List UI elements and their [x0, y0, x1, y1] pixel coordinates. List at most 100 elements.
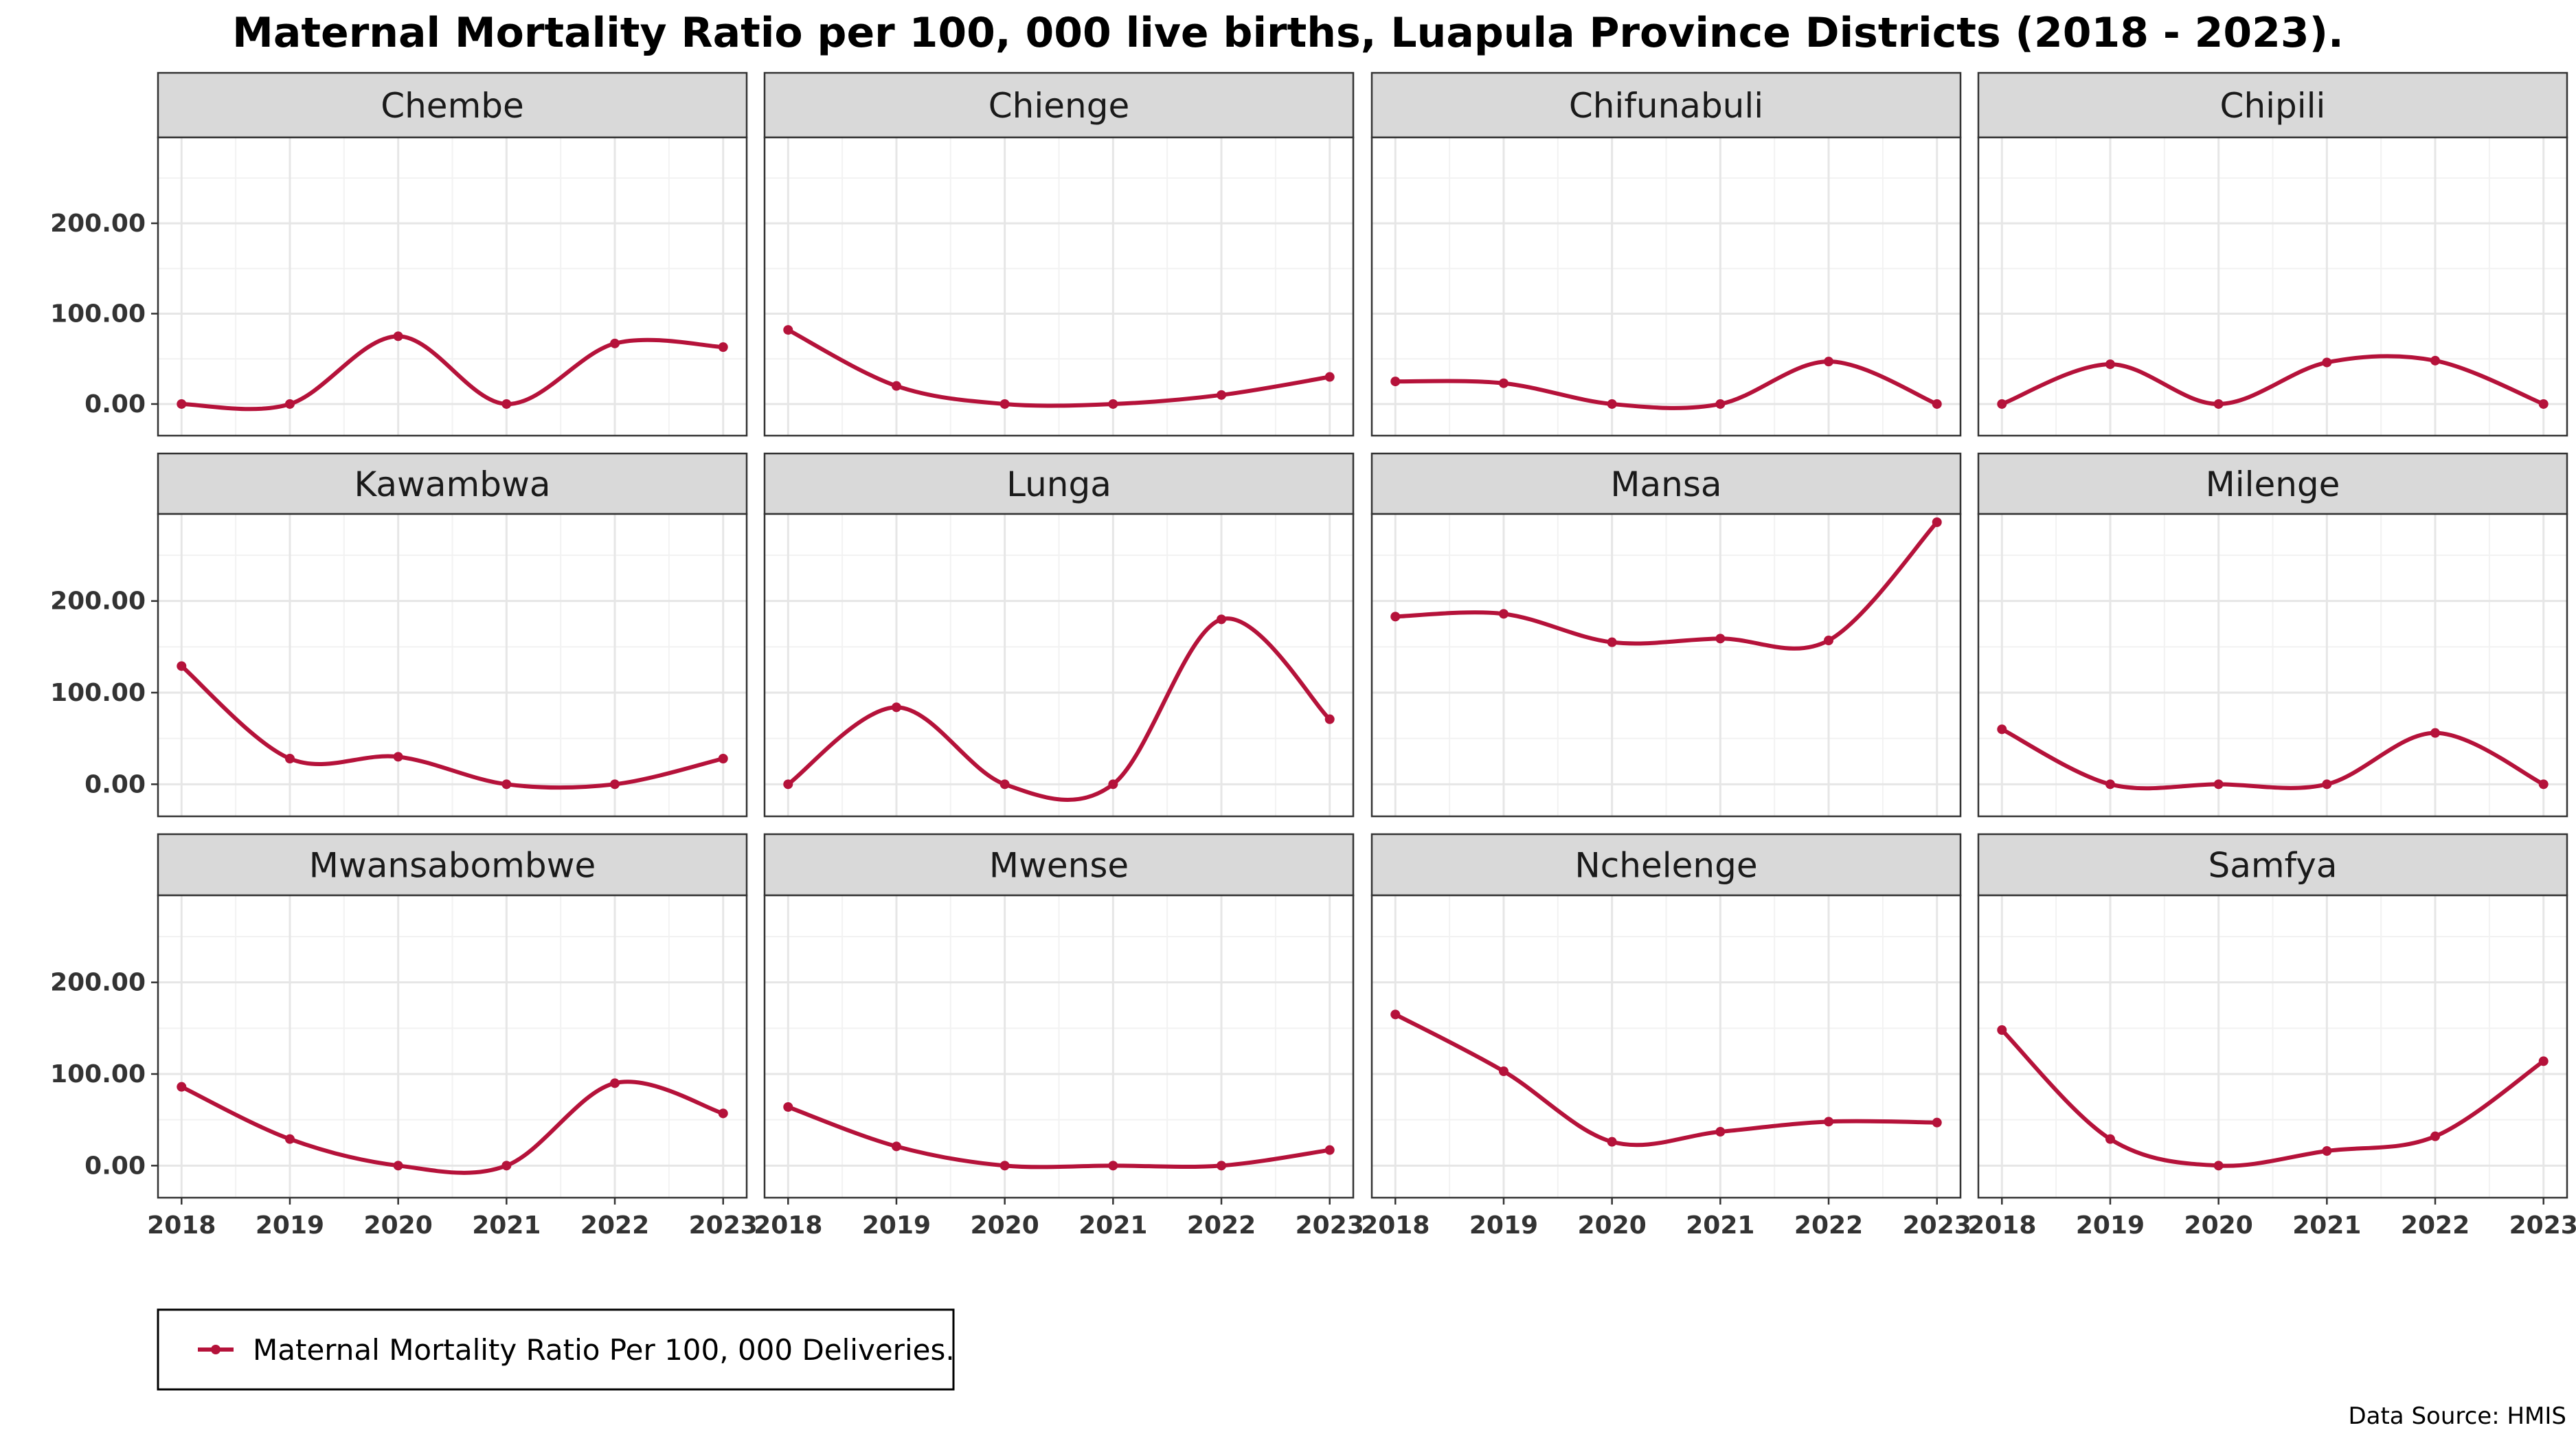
series-line [1394, 1012, 1937, 1148]
data-point [2213, 399, 2224, 409]
strip-header [763, 833, 1355, 897]
data-point [1324, 1145, 1335, 1155]
strip-label: Chifunabuli [1569, 86, 1763, 126]
panel-kawambwa: Kawambwa 0.00 100.00 200.00 [50, 452, 748, 818]
data-point [1715, 634, 1726, 644]
data-point [1997, 1025, 2007, 1035]
data-point [1217, 614, 1227, 625]
data-point [1108, 779, 1118, 790]
series-line [1395, 520, 1939, 651]
data-point [501, 779, 512, 790]
data-point [2105, 779, 2115, 790]
series-line [2001, 354, 2544, 406]
panel-border [157, 136, 748, 437]
data-point [999, 399, 1010, 409]
x-tick-label: 2023 [1903, 1211, 1971, 1240]
data-point [177, 399, 187, 409]
panel-mwense: Mwense 2018 2019 2020 2021 2022 2023 [754, 833, 1364, 1240]
strip-header [1370, 833, 1962, 897]
panel-border [157, 894, 748, 1199]
panel-border [763, 513, 1355, 818]
legend: Maternal Mortality Ratio Per 100, 000 De… [157, 1308, 955, 1391]
y-tick-label: 100.00 [50, 300, 146, 328]
panel-chifunabuli: Chifunabuli [1370, 71, 1962, 437]
series-line [787, 616, 1331, 803]
data-point [2538, 779, 2549, 790]
data-point [177, 661, 187, 671]
y-tick-label: 0.00 [84, 1152, 146, 1180]
data-point [783, 325, 793, 335]
data-point [2105, 359, 2115, 370]
panel-lunga: Lunga [763, 452, 1355, 818]
x-tick-label: 2019 [2076, 1211, 2145, 1240]
strip-label: Chembe [381, 86, 524, 126]
data-point [501, 1161, 512, 1171]
data-point [1217, 390, 1227, 400]
strip-label: Mwansabombwe [309, 846, 596, 886]
data-point [393, 331, 403, 342]
y-tick-label: 200.00 [50, 210, 146, 238]
strip-header [1370, 71, 1962, 139]
legend-box [157, 1308, 955, 1391]
panels-group: Chembe 0.00 100.00 200.00 Chienge Chifunabuli… [50, 71, 2576, 1240]
x-tick-label: 2021 [1686, 1211, 1754, 1240]
y-tick-label: 0.00 [84, 770, 146, 798]
data-point [1932, 517, 1942, 527]
series-line [180, 664, 724, 790]
panel-chienge: Chienge [763, 71, 1355, 437]
strip-label: Mwense [989, 846, 1129, 886]
strip-header [157, 452, 748, 515]
data-point [610, 779, 620, 790]
strip-label: Lunga [1006, 465, 1111, 504]
x-tick-label: 2019 [256, 1211, 324, 1240]
data-point [2105, 1134, 2115, 1144]
data-point [718, 342, 728, 353]
series-line [1395, 359, 1938, 410]
strip-header [1370, 452, 1962, 515]
data-point [610, 1078, 620, 1088]
panel-border [1977, 136, 2568, 437]
panel-border [1370, 894, 1962, 1199]
strip-label: Nchelenge [1574, 846, 1757, 886]
x-tick-label: 2021 [472, 1211, 541, 1240]
x-tick-label: 2019 [1469, 1211, 1538, 1240]
x-tick-label: 2020 [364, 1211, 433, 1240]
data-point [2430, 355, 2441, 366]
x-tick-label: 2019 [862, 1211, 931, 1240]
data-point [1607, 1137, 1617, 1147]
panel-milenge: Milenge [1977, 452, 2568, 818]
data-point [999, 779, 1010, 790]
data-point [1390, 377, 1401, 387]
data-point [999, 1161, 1010, 1171]
panel-mansa: Mansa [1370, 452, 1962, 818]
data-point [1715, 1127, 1726, 1137]
data-point [1108, 399, 1118, 409]
panel-border [157, 513, 748, 818]
data-point [177, 1082, 187, 1092]
data-point [718, 754, 728, 763]
panel-chembe: Chembe 0.00 100.00 200.00 [50, 71, 748, 437]
data-point [783, 1102, 793, 1112]
y-tick-label: 0.00 [84, 390, 146, 418]
data-point [2322, 1146, 2332, 1156]
series-line [180, 1080, 724, 1175]
data-point [2322, 357, 2332, 368]
x-tick-label: 2018 [1361, 1211, 1430, 1240]
data-point [1607, 399, 1617, 409]
x-tick-label: 2022 [1187, 1211, 1256, 1240]
data-point [1824, 1117, 1834, 1127]
series-line [787, 1105, 1331, 1170]
data-point [891, 702, 901, 713]
data-point [1498, 609, 1509, 619]
y-tick-label: 200.00 [50, 969, 146, 997]
panel-border [1370, 513, 1962, 818]
legend-label: Maternal Mortality Ratio Per 100, 000 De… [253, 1333, 955, 1367]
data-point [2213, 779, 2224, 790]
y-tick-label: 100.00 [50, 1060, 146, 1088]
x-tick-label: 2023 [2509, 1211, 2576, 1240]
data-point [284, 399, 295, 409]
data-point [1390, 612, 1401, 622]
x-tick-label: 2020 [2184, 1211, 2253, 1240]
x-tick-label: 2020 [1578, 1211, 1647, 1240]
